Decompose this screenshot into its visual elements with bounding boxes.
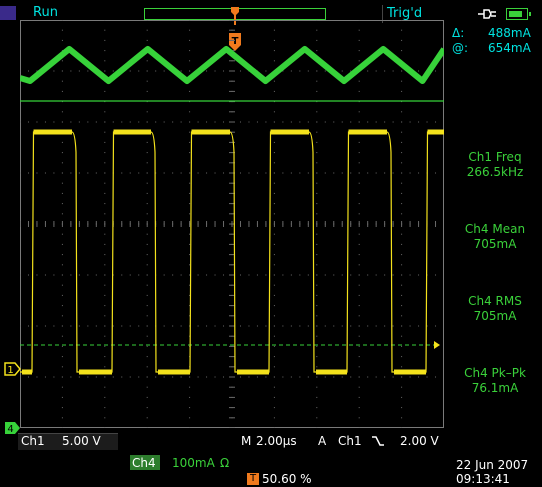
ch1-label: Ch1 (21, 434, 45, 448)
trigger-source-prefix: A (318, 434, 327, 448)
ch4-ground-marker: 4 (5, 422, 20, 435)
trigger-position-marker: T (229, 7, 241, 51)
trigger-source-channel: Ch1 (338, 434, 362, 448)
time-readout: 09:13:41 (456, 472, 510, 486)
battery-icon (506, 8, 531, 20)
measurement-3-label: Ch4 RMS (468, 294, 522, 308)
ch4-unit: Ω (220, 456, 230, 470)
measurement-2-label: Ch4 Mean (464, 222, 526, 236)
measurement-1-value: 266.5kHz (466, 165, 524, 179)
run-status-indicator (0, 6, 16, 20)
ch1-marker-label: 1 (7, 365, 13, 376)
cursor-delta-value: 488mA (488, 26, 531, 40)
battery-level-fill (509, 11, 522, 17)
trigger-position-value: 50.60 % (262, 472, 312, 486)
measurement-1-label: Ch1 Freq (468, 150, 522, 164)
ch1-scale-readout (18, 433, 118, 450)
trigger-marker-letter: T (232, 36, 239, 47)
ch1-scale: 5.00 V (62, 434, 101, 448)
trigger-level-arrow (434, 341, 440, 349)
ch4-label: Ch4 (132, 456, 156, 470)
graticule-dots (20, 20, 437, 428)
cursor-delta-symbol: Δ: (452, 26, 465, 40)
acquisition-status: Run (33, 5, 58, 20)
trigger-level-value: 2.00 V (400, 434, 439, 448)
measurement-4-label: Ch4 Pk–Pk (464, 366, 526, 380)
timebase-value: 2.00µs (256, 434, 297, 448)
ch4-waveform (20, 46, 444, 84)
trigger-status: Trig'd (387, 6, 423, 21)
graticule-center-ticks (20, 20, 437, 428)
trigger-status-badge: Trig'd (382, 5, 435, 23)
trigger-position-icon: T (247, 473, 259, 485)
ch4-scale: 100mA (172, 456, 215, 470)
timebase-prefix: M (241, 434, 252, 448)
cursor-at-symbol: @: (452, 41, 469, 55)
power-plug-icon (478, 9, 496, 19)
ch4-marker-label: 4 (7, 424, 13, 435)
waveform-graticule (20, 20, 444, 428)
cursor-at-value: 654mA (488, 41, 531, 55)
ch1-ground-marker: 1 (4, 362, 21, 376)
ch4-badge: Ch4 (130, 455, 160, 470)
date-readout: 22 Jun 2007 (456, 458, 529, 472)
falling-edge-icon (372, 436, 384, 446)
measurement-4-value: 76.1mA (471, 381, 519, 395)
measurement-3-value: 705mA (473, 309, 517, 323)
measurement-2-value: 705mA (473, 237, 517, 251)
ch1-waveform (20, 131, 444, 373)
